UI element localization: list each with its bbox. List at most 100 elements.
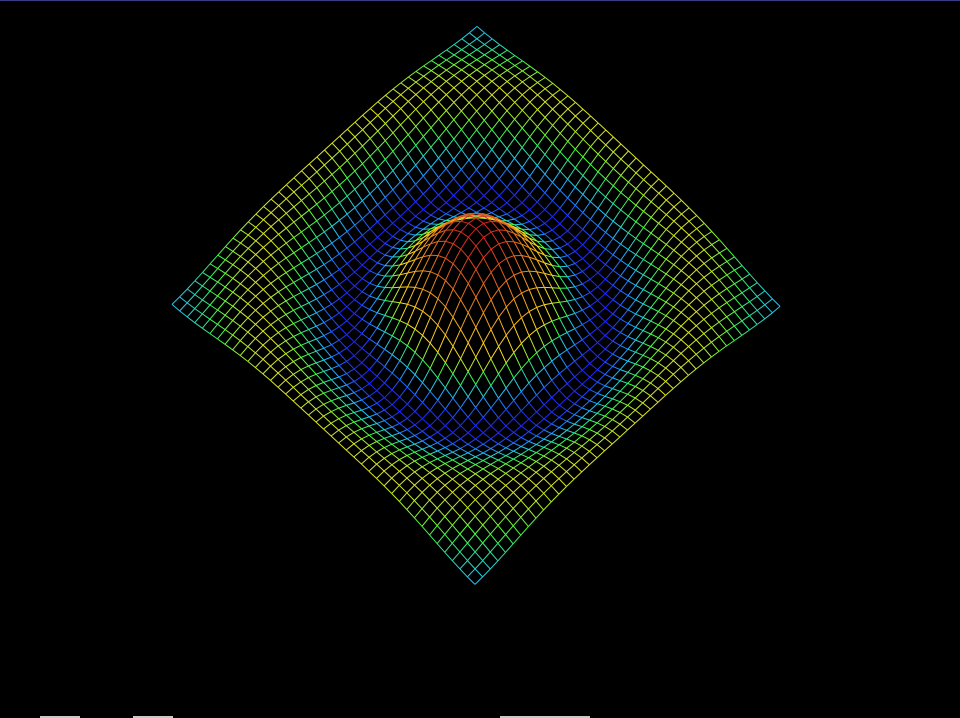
mesh-line-u	[240, 221, 249, 231]
mesh-line-u	[528, 500, 537, 510]
mesh-line-u	[209, 323, 218, 334]
mesh-line-u	[582, 292, 591, 298]
mesh-line-v	[339, 269, 348, 279]
mesh-line-u	[665, 333, 674, 343]
mesh-line-v	[514, 65, 523, 72]
mesh-line-u	[362, 122, 371, 131]
mesh-line-v	[582, 296, 591, 307]
mesh-line-u	[446, 64, 455, 71]
mesh-line-u	[680, 248, 690, 257]
mesh-line-u	[414, 335, 424, 353]
mesh-line-v	[384, 159, 394, 171]
mesh-line-v	[399, 254, 408, 258]
mesh-line-u	[438, 69, 447, 77]
mesh-line-u	[642, 346, 651, 356]
mesh-line-v	[551, 411, 560, 418]
mesh-line-v	[536, 374, 545, 388]
mesh-line-v	[460, 169, 470, 180]
mesh-line-u	[422, 185, 432, 195]
mesh-line-v	[665, 341, 674, 348]
mesh-line-v	[354, 241, 363, 252]
mesh-line-v	[476, 80, 485, 89]
mesh-line-v	[475, 245, 484, 258]
mesh-line-u	[232, 297, 241, 307]
mesh-line-u	[520, 492, 529, 501]
mesh-line-v	[444, 387, 454, 399]
mesh-line-u	[559, 300, 568, 303]
mesh-line-v	[521, 167, 531, 177]
mesh-line-v	[536, 245, 545, 256]
mesh-line-v	[498, 373, 507, 389]
mesh-line-v	[536, 227, 546, 235]
mesh-line-v	[482, 524, 491, 535]
mesh-line-u	[491, 208, 500, 214]
mesh-line-v	[650, 358, 659, 364]
mesh-line-v	[278, 205, 287, 214]
mesh-line-u	[514, 70, 523, 77]
mesh-line-v	[543, 465, 552, 473]
mesh-line-v	[566, 366, 575, 378]
mesh-line-v	[323, 294, 332, 305]
mesh-line-v	[665, 258, 674, 266]
mesh-line-v	[429, 534, 438, 544]
mesh-line-v	[436, 525, 446, 535]
mesh-line-v	[612, 203, 622, 211]
mesh-line-v	[277, 345, 287, 355]
mesh-line-v	[437, 298, 446, 308]
mesh-line-u	[642, 278, 652, 290]
mesh-line-u	[339, 128, 348, 137]
mesh-line-v	[711, 271, 720, 281]
mesh-line-v	[506, 128, 515, 139]
mesh-line-u	[324, 142, 333, 151]
mesh-line-v	[559, 247, 568, 257]
mesh-line-v	[650, 248, 659, 255]
mesh-line-v	[391, 404, 400, 412]
mesh-line-u	[323, 389, 332, 394]
mesh-line-u	[368, 423, 377, 427]
mesh-line-u	[385, 101, 394, 109]
mesh-line-u	[703, 284, 712, 292]
mesh-line-u	[445, 75, 455, 82]
mesh-line-u	[474, 542, 484, 553]
mesh-line-v	[361, 200, 371, 213]
mesh-line-u	[521, 335, 530, 344]
mesh-line-v	[688, 346, 697, 355]
mesh-line-v	[566, 276, 576, 288]
mesh-line-v	[285, 198, 295, 208]
mesh-line-v	[475, 448, 484, 454]
mesh-line-v	[718, 336, 727, 347]
mesh-line-u	[619, 372, 629, 382]
mesh-line-v	[635, 188, 644, 196]
mesh-line-u	[262, 310, 272, 318]
mesh-line-v	[476, 110, 485, 121]
mesh-line-v	[316, 203, 325, 216]
mesh-line-v	[361, 388, 370, 397]
mesh-line-v	[490, 425, 499, 434]
mesh-line-v	[552, 162, 561, 172]
mesh-line-v	[452, 373, 461, 386]
mesh-line-v	[498, 263, 507, 281]
mesh-line-v	[711, 341, 720, 352]
mesh-line-v	[331, 274, 340, 285]
mesh-line-u	[498, 128, 508, 140]
mesh-line-u	[620, 249, 629, 261]
mesh-line-u	[476, 64, 485, 71]
mesh-line-u	[741, 301, 750, 308]
mesh-line-u	[497, 552, 506, 562]
mesh-line-u	[453, 212, 462, 218]
mesh-line-v	[688, 207, 698, 216]
mesh-line-u	[597, 361, 606, 371]
mesh-line-v	[323, 382, 332, 391]
mesh-line-u	[430, 208, 439, 216]
mesh-line-u	[392, 108, 402, 117]
mesh-line-u	[589, 300, 598, 307]
mesh-line-u	[612, 345, 621, 355]
mesh-line-u	[620, 198, 629, 211]
mesh-line-v	[400, 124, 409, 136]
mesh-line-v	[285, 379, 294, 388]
mesh-line-v	[718, 321, 728, 332]
mesh-line-v	[537, 109, 546, 118]
mesh-line-u	[491, 75, 500, 82]
mesh-line-u	[262, 324, 272, 332]
